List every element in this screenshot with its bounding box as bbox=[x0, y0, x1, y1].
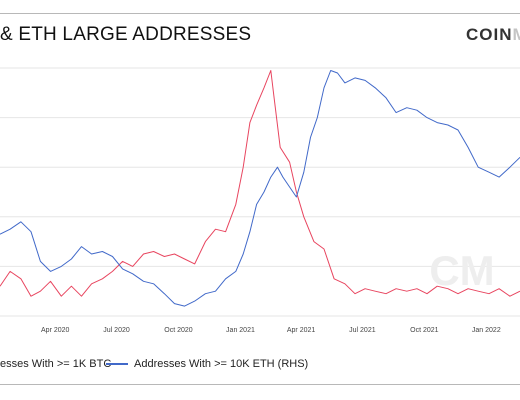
series-line-btc bbox=[0, 70, 520, 297]
chart-title: & ETH LARGE ADDRESSES bbox=[0, 24, 252, 45]
legend-label-eth: Addresses With >= 10K ETH (RHS) bbox=[134, 358, 309, 370]
line-chart: CM Apr 2020 Jul 2020 Oct 2020 Jan 2021 Apr 20… bbox=[0, 67, 520, 334]
brand-logo-dark: COIN bbox=[466, 25, 513, 44]
x-tick-label: Jan 2022 bbox=[472, 327, 501, 334]
brand-logo-faded: M bbox=[513, 25, 520, 44]
x-tick-label: Apr 2021 bbox=[287, 327, 316, 334]
x-tick-label: Apr 2020 bbox=[41, 327, 70, 334]
brand-logo: COINM bbox=[466, 25, 520, 45]
top-divider bbox=[0, 13, 520, 14]
legend-item-btc: esses With >= 1K BTC bbox=[0, 358, 111, 370]
watermark-logo: CM bbox=[429, 247, 494, 294]
x-tick-label: Jan 2021 bbox=[226, 327, 255, 334]
legend-item-eth: Addresses With >= 10K ETH (RHS) bbox=[106, 358, 308, 370]
bottom-divider bbox=[0, 384, 520, 385]
x-tick-label: Jul 2021 bbox=[349, 327, 376, 334]
series-line-eth bbox=[0, 70, 520, 307]
legend-label-btc: esses With >= 1K BTC bbox=[0, 358, 112, 370]
chart-legend: esses With >= 1K BTC Addresses With >= 1… bbox=[0, 358, 520, 376]
legend-swatch-eth bbox=[106, 363, 128, 365]
x-tick-label: Oct 2021 bbox=[410, 327, 439, 334]
x-tick-label: Oct 2020 bbox=[164, 327, 193, 334]
x-tick-label: Jul 2020 bbox=[103, 327, 130, 334]
